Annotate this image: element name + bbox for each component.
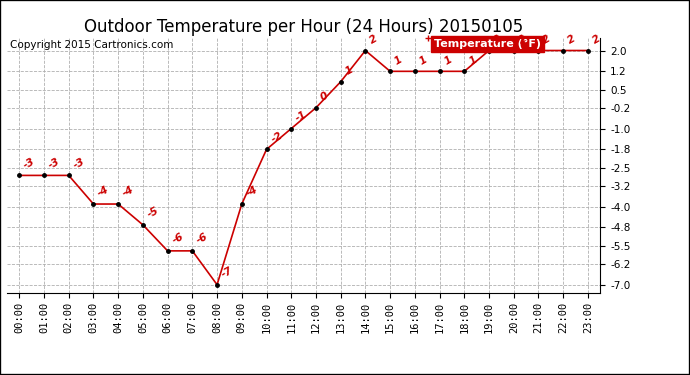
Text: 0: 0 (319, 90, 330, 103)
Temperature (°F) (89, 202, 97, 206)
Temperature (°F) (411, 69, 419, 74)
Temperature (°F) (237, 202, 246, 206)
Text: 2: 2 (541, 33, 553, 46)
Temperature (°F) (510, 48, 518, 53)
Temperature (°F) (262, 147, 270, 152)
Text: 2: 2 (591, 33, 602, 46)
Temperature (°F) (584, 48, 592, 53)
Text: -3: -3 (72, 156, 86, 171)
Text: 2: 2 (566, 33, 578, 46)
Text: Copyright 2015 Cartronics.com: Copyright 2015 Cartronics.com (10, 40, 173, 50)
Temperature (°F) (362, 48, 370, 53)
Line: Temperature (°F): Temperature (°F) (16, 47, 591, 288)
Text: 1: 1 (442, 54, 453, 66)
Temperature (°F) (386, 69, 394, 74)
Text: -3: -3 (22, 156, 37, 171)
Temperature (°F) (213, 282, 221, 287)
Text: 1: 1 (467, 54, 478, 66)
Temperature (°F) (114, 202, 122, 206)
Temperature (°F) (485, 48, 493, 53)
Temperature (°F) (40, 173, 48, 178)
Text: -4: -4 (244, 184, 259, 199)
Text: -4: -4 (96, 184, 111, 199)
Text: -7: -7 (220, 266, 235, 280)
Text: -6: -6 (170, 231, 186, 246)
Temperature (°F) (164, 249, 172, 253)
Temperature (°F) (15, 173, 23, 178)
Temperature (°F) (287, 126, 295, 131)
Temperature (°F) (188, 249, 197, 253)
Text: -3: -3 (47, 156, 61, 171)
Temperature (°F) (337, 80, 345, 84)
Text: -1: -1 (294, 109, 309, 124)
Temperature (°F) (435, 69, 444, 74)
Text: -4: -4 (121, 184, 136, 199)
Temperature (°F) (534, 48, 542, 53)
Temperature (°F) (559, 48, 567, 53)
Text: -5: -5 (146, 206, 161, 220)
Text: Temperature (°F): Temperature (°F) (434, 39, 541, 49)
Text: 2: 2 (368, 33, 380, 46)
Title: Outdoor Temperature per Hour (24 Hours) 20150105: Outdoor Temperature per Hour (24 Hours) … (84, 18, 523, 36)
Text: -6: -6 (195, 231, 210, 246)
Text: 2: 2 (517, 33, 528, 46)
Text: -2: -2 (269, 130, 284, 144)
Temperature (°F) (460, 69, 469, 74)
Temperature (°F) (312, 105, 320, 110)
Text: 1: 1 (417, 54, 429, 66)
Temperature (°F) (65, 173, 73, 178)
Text: 1: 1 (344, 64, 355, 77)
Text: 1: 1 (393, 54, 404, 66)
Temperature (°F) (139, 223, 147, 227)
Text: 2: 2 (492, 33, 503, 46)
